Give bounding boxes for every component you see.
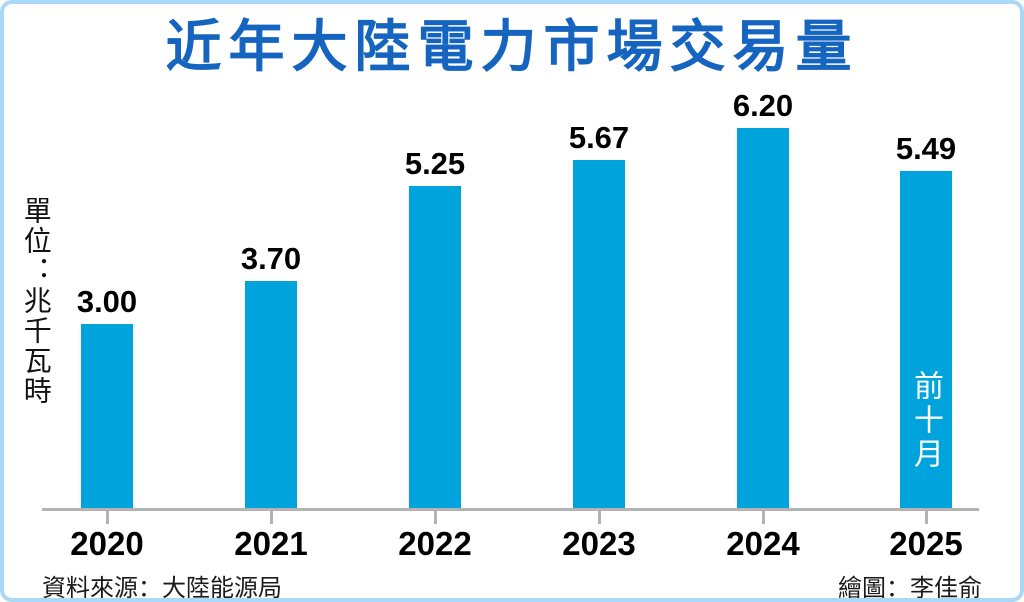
bar-2024 bbox=[737, 128, 789, 508]
value-label-2022: 5.25 bbox=[404, 146, 466, 181]
chart-title: 近年大陸電力市場交易量 bbox=[165, 15, 859, 78]
axis-tick-2025 bbox=[925, 511, 928, 524]
x-axis-line bbox=[42, 508, 979, 511]
axis-tick-2022 bbox=[434, 511, 437, 524]
axis-tick-2021 bbox=[270, 511, 273, 524]
bar-annotation-2025: 前十月 bbox=[909, 370, 942, 472]
axis-tick-2020 bbox=[106, 511, 109, 524]
data-source-text: 資料來源：大陸能源局 bbox=[42, 575, 282, 602]
value-label-2025: 5.49 bbox=[895, 131, 957, 166]
bar-2025 bbox=[900, 171, 952, 508]
illustrator-credit-text: 繪圖：李佳俞 bbox=[838, 575, 982, 602]
value-label-2023: 5.67 bbox=[568, 120, 630, 155]
bar-2021 bbox=[245, 281, 297, 508]
value-label-2020: 3.00 bbox=[76, 284, 138, 319]
year-label-2022: 2022 bbox=[398, 525, 472, 562]
year-label-2021: 2021 bbox=[234, 525, 308, 562]
value-label-2021: 3.70 bbox=[240, 241, 302, 276]
year-label-2020: 2020 bbox=[70, 525, 144, 562]
year-label-2024: 2024 bbox=[726, 525, 800, 562]
year-label-2025: 2025 bbox=[889, 525, 963, 562]
value-label-2024: 6.20 bbox=[732, 88, 794, 123]
bar-2022 bbox=[409, 186, 461, 508]
axis-tick-2023 bbox=[598, 511, 601, 524]
y-axis-unit-label: 單位：兆千瓦時 bbox=[20, 196, 52, 406]
year-label-2023: 2023 bbox=[562, 525, 636, 562]
axis-tick-2024 bbox=[762, 511, 765, 524]
bar-2020 bbox=[81, 324, 133, 508]
bar-2023 bbox=[573, 160, 625, 508]
